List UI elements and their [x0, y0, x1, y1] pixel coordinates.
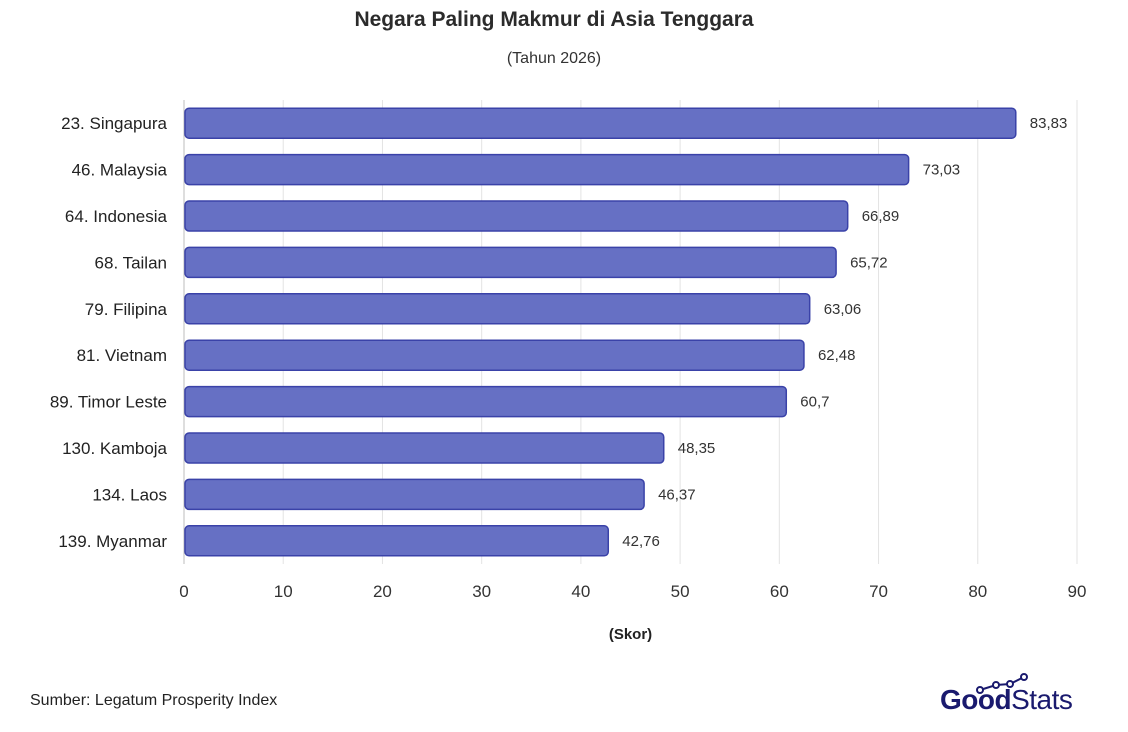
- x-tick-label: 60: [770, 582, 789, 601]
- bar: [184, 432, 665, 464]
- chart-title: Negara Paling Makmur di Asia Tenggara: [354, 8, 754, 31]
- data-label: 83,83: [1030, 115, 1068, 132]
- bar: [184, 293, 811, 325]
- x-tick-label: 90: [1068, 582, 1087, 601]
- logo-wordmark: GoodStats: [940, 684, 1073, 716]
- category-label: 81. Vietnam: [77, 346, 167, 365]
- x-tick-label: 80: [968, 582, 987, 601]
- goodstats-logo: GoodStats: [938, 672, 1088, 718]
- x-tick-label: 50: [671, 582, 690, 601]
- x-tick-label: 20: [373, 582, 392, 601]
- bar: [184, 385, 788, 418]
- category-label: 23. Singapura: [61, 114, 167, 133]
- logo-good: Good: [940, 684, 1012, 715]
- source-note: Sumber: Legatum Prosperity Index: [30, 692, 278, 709]
- bar: [184, 339, 805, 371]
- data-label: 60,7: [800, 394, 829, 411]
- category-label: 64. Indonesia: [65, 207, 168, 226]
- x-axis-title: (Skor): [609, 626, 652, 643]
- data-label: 62,48: [818, 347, 856, 364]
- category-label: 134. Laos: [92, 485, 167, 504]
- category-label: 79. Filipina: [85, 300, 168, 319]
- x-tick-labels: 0 10 20 30 40 50 60 70 80 90: [179, 582, 1086, 601]
- x-tick-label: 10: [274, 582, 293, 601]
- x-tick-label: 0: [179, 582, 188, 601]
- data-label: 42,76: [622, 533, 660, 550]
- data-label: 63,06: [824, 301, 862, 318]
- bar: [184, 200, 849, 232]
- logo-stats: Stats: [1011, 684, 1073, 715]
- bar: [184, 153, 910, 186]
- data-labels: 83,83 73,03 66,89 65,72 63,06 62,48 60,7 48,35 4…: [622, 115, 1067, 550]
- bar: [184, 525, 610, 557]
- x-tick-label: 30: [472, 582, 491, 601]
- data-label: 65,72: [850, 254, 888, 271]
- category-label: 68. Tailan: [95, 253, 167, 272]
- data-label: 46,37: [658, 486, 696, 503]
- bars: [184, 107, 1017, 557]
- x-tick-label: 40: [571, 582, 590, 601]
- category-labels: 23. Singapura 46. Malaysia 64. Indonesia 68…: [50, 114, 168, 551]
- category-label: 89. Timor Leste: [50, 393, 167, 412]
- bar: [184, 246, 837, 279]
- category-label: 130. Kamboja: [62, 439, 167, 458]
- bar: [184, 478, 645, 511]
- data-label: 48,35: [678, 440, 716, 457]
- x-tick-label: 70: [869, 582, 888, 601]
- chart-subtitle: (Tahun 2026): [506, 50, 602, 67]
- bar: [184, 107, 1017, 139]
- data-label: 66,89: [862, 208, 900, 225]
- category-label: 139. Myanmar: [58, 532, 167, 551]
- logo-dots-icon: [976, 673, 1028, 694]
- data-label: 73,03: [923, 162, 961, 179]
- category-label: 46. Malaysia: [72, 161, 168, 180]
